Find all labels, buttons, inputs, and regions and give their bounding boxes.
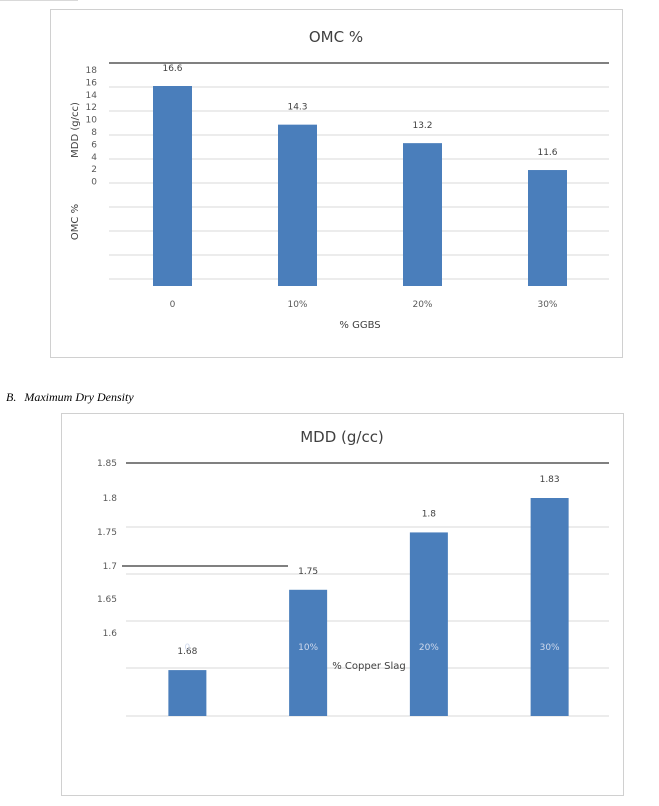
omc-chart: 0 2 4 6 8 10 12 14 16 18 16.6 0 14.3 10% 13.2 20% 11.6 3… <box>50 9 623 358</box>
omc-chart-svg: 0 2 4 6 8 10 12 14 16 18 16.6 0 14.3 10% 13.2 20% 11.6 3… <box>70 28 609 331</box>
x-tick-label: 30% <box>537 300 557 310</box>
y-axis-label-omc: OMC % <box>70 204 81 240</box>
y-tick-label: 12 <box>86 103 97 113</box>
bar <box>289 589 328 716</box>
y-tick-label: 8 <box>91 128 97 138</box>
x-tick-label: 0 <box>185 643 191 653</box>
bar <box>530 498 569 716</box>
y-tick-label: 0 <box>91 178 97 188</box>
chart-title: MDD (g/cc) <box>300 428 384 446</box>
data-label: 1.8 <box>422 509 437 519</box>
section-title: Maximum Dry Density <box>24 390 134 404</box>
x-tick-label: 10% <box>287 300 307 310</box>
y-tick-label: 1.65 <box>97 595 117 605</box>
bar <box>278 124 317 287</box>
section-heading: B. Maximum Dry Density <box>6 390 134 405</box>
chart-title: OMC % <box>309 28 363 46</box>
y-tick-label: 2 <box>91 165 97 175</box>
y-tick-label: 1.7 <box>103 562 117 572</box>
data-label: 1.68 <box>177 647 197 657</box>
data-label: 14.3 <box>287 103 307 113</box>
data-label: 1.83 <box>540 475 560 485</box>
bar <box>153 86 192 286</box>
y-tick-label: 18 <box>86 66 98 76</box>
y-tick-label: 10 <box>86 116 98 126</box>
mdd-chart: 1.6 1.65 1.7 1.75 1.8 1.85 1.68 0 1.75 10% 1.8 20%… <box>61 413 624 796</box>
y-axis-label-mdd: MDD (g/cc) <box>70 102 81 158</box>
y-tick-label: 6 <box>91 140 97 150</box>
section-letter: B. <box>6 390 17 404</box>
y-tick-label: 16 <box>86 78 98 88</box>
data-label: 16.6 <box>162 64 182 74</box>
top-rule <box>0 0 78 1</box>
bar <box>528 170 567 286</box>
bar <box>409 532 448 716</box>
data-label: 1.75 <box>298 567 318 577</box>
y-tick-label: 1.85 <box>97 459 117 469</box>
data-label: 13.2 <box>412 121 432 131</box>
x-tick-label: 10% <box>298 643 318 653</box>
y-tick-label: 1.6 <box>103 629 118 639</box>
x-axis-label: % Copper Slag <box>332 661 406 672</box>
y-tick-label: 14 <box>86 91 98 101</box>
data-label: 11.6 <box>537 148 557 158</box>
x-axis-label: % GGBS <box>339 320 380 331</box>
mdd-chart-svg: 1.6 1.65 1.7 1.75 1.8 1.85 1.680 1.75 10% 1.8 20%… <box>97 428 609 717</box>
x-tick-label: 0 <box>170 300 176 310</box>
bar <box>168 670 207 716</box>
x-tick-label: 30% <box>540 643 560 653</box>
bar <box>403 143 442 286</box>
y-tick-label: 1.8 <box>103 494 118 504</box>
y-tick-label: 4 <box>91 153 97 163</box>
x-tick-label: 20% <box>419 643 439 653</box>
y-tick-label: 1.75 <box>97 528 117 538</box>
x-tick-label: 20% <box>412 300 432 310</box>
